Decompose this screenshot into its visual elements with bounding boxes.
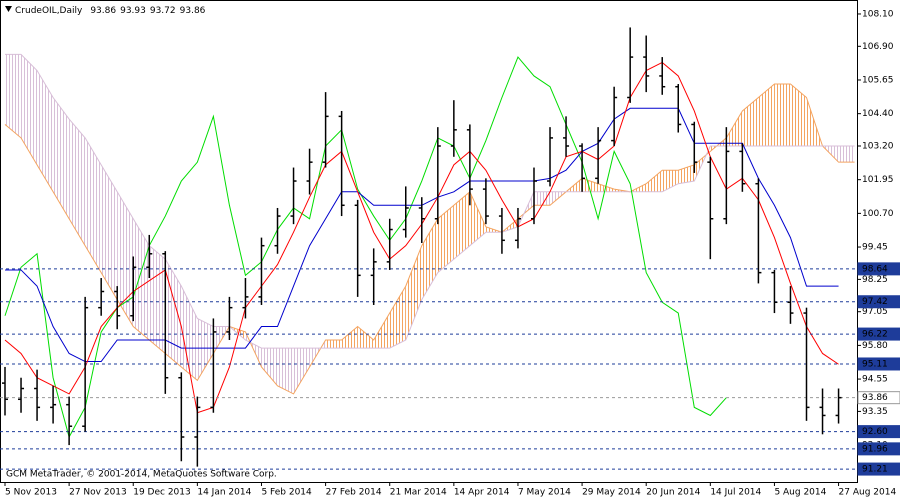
current-price-label: 93.86 xyxy=(862,393,888,403)
ohlc-close: 93.86 xyxy=(180,6,206,16)
level-label: 97.42 xyxy=(862,297,888,307)
symbol: CrudeOIL,Daily xyxy=(15,6,83,16)
y-tick-label: 100.70 xyxy=(862,209,894,219)
cloud-segment xyxy=(533,191,551,206)
cloud-segment xyxy=(405,245,422,341)
cloud-segment xyxy=(774,84,791,146)
cloud-segment xyxy=(742,97,759,146)
cloud-segment xyxy=(133,218,150,341)
x-tick-label: 5 Nov 2013 xyxy=(5,488,57,498)
x-tick-label: 14 Jul 2014 xyxy=(710,488,761,498)
cloud-segment xyxy=(37,70,54,192)
cloud-segment xyxy=(53,97,70,219)
y-tick-label: 94.55 xyxy=(862,375,888,385)
current-price-box xyxy=(857,391,900,405)
cloud-segment xyxy=(726,110,743,146)
x-tick-label: 20 Jun 2014 xyxy=(646,488,700,498)
cloud-segment xyxy=(838,145,855,163)
y-tick-label: 98.25 xyxy=(862,275,888,285)
cloud-segment xyxy=(69,119,86,246)
level-box xyxy=(857,462,900,476)
cloud-segment xyxy=(261,348,278,386)
cloud-segment xyxy=(85,137,102,273)
level-box xyxy=(857,442,900,456)
x-tick-label: 14 Jan 2014 xyxy=(197,488,251,498)
y-tick-label: 101.95 xyxy=(862,175,894,185)
cloud-segment xyxy=(5,54,22,138)
ohlc-high: 93.93 xyxy=(120,6,146,16)
cloud-segment xyxy=(21,54,38,165)
cloud-segment xyxy=(790,84,807,146)
y-tick-label: 104.40 xyxy=(862,109,894,119)
y-tick-label: 108.10 xyxy=(862,9,894,19)
cloud-segment xyxy=(165,259,182,367)
y-tick-label: 95.80 xyxy=(862,341,888,351)
cloud-segment xyxy=(101,164,118,300)
y-tick-label: 105.65 xyxy=(862,75,894,85)
symbol-icon xyxy=(5,6,12,12)
level-box xyxy=(857,327,900,341)
cloud-segment xyxy=(373,313,390,349)
cloud-segment xyxy=(341,326,358,349)
level-box xyxy=(857,295,900,309)
senkou-a-line xyxy=(4,83,855,395)
level-label: 95.11 xyxy=(862,359,888,369)
cloud-segment xyxy=(293,348,310,394)
x-tick-label: 5 Aug 2014 xyxy=(774,488,826,498)
cloud-segment xyxy=(582,178,599,192)
cloud-segment xyxy=(662,170,679,192)
cloud-segment xyxy=(469,191,486,246)
x-tick-label: 27 Aug 2014 xyxy=(839,488,897,498)
y-tick-label: 99.45 xyxy=(862,243,888,253)
x-tick-label: 27 Feb 2014 xyxy=(326,488,382,498)
cloud-segment xyxy=(197,318,214,381)
y-tick-label: 103.20 xyxy=(862,141,894,151)
cloud-segment xyxy=(277,348,294,394)
level-box xyxy=(857,262,900,276)
cloud-segment xyxy=(437,205,454,273)
x-tick-label: 19 Dec 2013 xyxy=(133,488,191,498)
x-tick-label: 29 May 2014 xyxy=(582,488,641,498)
x-tick-label: 21 Mar 2014 xyxy=(390,488,447,498)
level-label: 96.22 xyxy=(862,330,888,340)
chart-header: CrudeOIL,Daily 93.86 93.93 93.72 93.86 xyxy=(15,6,206,16)
cloud-segment xyxy=(117,191,134,327)
cloud-segment xyxy=(678,164,695,184)
ohlc-open: 93.86 xyxy=(90,6,116,16)
cloud-segment xyxy=(453,191,470,260)
level-label: 92.60 xyxy=(862,427,888,437)
y-tick-label: 93.35 xyxy=(862,407,888,417)
copyright: GCM MetaTrader, © 2001-2014, MetaQuotes … xyxy=(6,470,277,480)
x-tick-label: 7 May 2014 xyxy=(518,488,571,498)
cloud-segment xyxy=(245,331,262,367)
x-tick-label: 14 Apr 2014 xyxy=(454,488,510,498)
level-box xyxy=(857,357,900,371)
cloud-segment xyxy=(389,286,406,349)
cloud-segment xyxy=(646,170,663,192)
x-tick-label: 5 Feb 2014 xyxy=(261,488,312,498)
cloud-segment xyxy=(325,340,342,349)
chikou-line xyxy=(4,56,727,439)
y-tick-label: 106.90 xyxy=(862,42,894,52)
cloud-segment xyxy=(181,286,198,381)
cloud-segment xyxy=(598,183,615,192)
cloud-segment xyxy=(149,245,166,354)
ohlc-low: 93.72 xyxy=(150,6,176,16)
y-tick-label: 97.05 xyxy=(862,307,888,317)
level-label: 91.96 xyxy=(862,444,888,454)
level-box xyxy=(857,425,900,439)
level-label: 91.21 xyxy=(862,465,888,475)
cloud-segment xyxy=(758,84,775,146)
senkou-b-line xyxy=(5,53,855,349)
level-label: 98.64 xyxy=(862,264,888,274)
x-tick-label: 27 Nov 2013 xyxy=(69,488,127,498)
cloud-segment xyxy=(357,326,374,349)
